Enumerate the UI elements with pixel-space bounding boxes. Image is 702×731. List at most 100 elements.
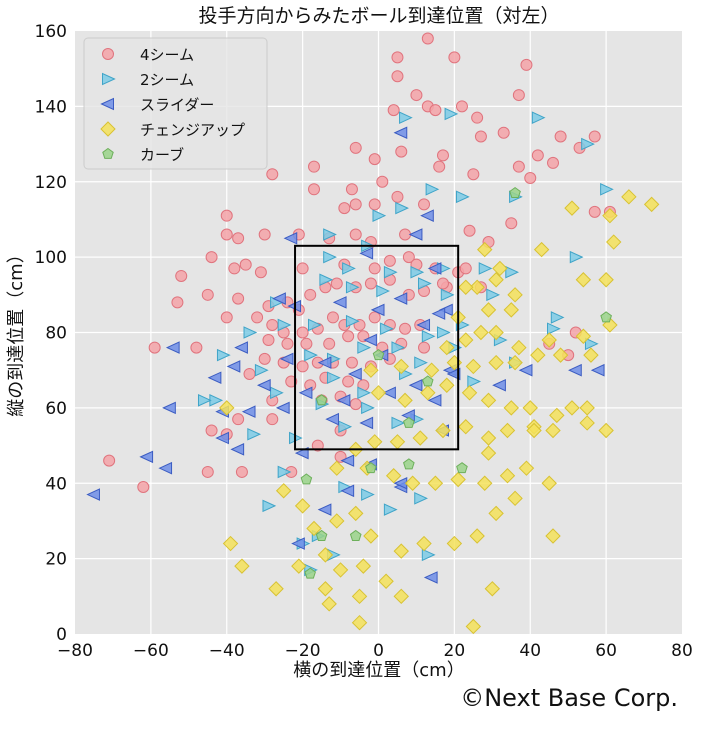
data-point — [410, 89, 423, 102]
data-point — [408, 228, 423, 241]
data-point — [477, 475, 493, 491]
data-point — [416, 318, 431, 332]
data-point — [455, 190, 470, 204]
data-point — [323, 250, 337, 264]
data-point — [435, 422, 451, 439]
data-point — [281, 337, 294, 350]
data-point — [393, 126, 408, 140]
data-point — [304, 288, 317, 301]
data-point — [197, 394, 212, 407]
y-tick-label: 140 — [35, 97, 67, 117]
data-point — [239, 258, 252, 271]
data-point — [414, 492, 428, 505]
data-point — [456, 462, 468, 474]
data-point — [315, 394, 328, 406]
data-point — [372, 209, 387, 222]
data-point — [446, 535, 463, 552]
legend-label: カーブ — [140, 146, 184, 164]
data-point — [575, 272, 592, 288]
series-4 — [219, 189, 660, 635]
data-point — [564, 200, 580, 216]
data-point — [480, 392, 497, 409]
legend-label: チェンジアップ — [140, 121, 245, 139]
data-point — [425, 183, 440, 196]
data-point — [531, 111, 546, 124]
data-point — [372, 348, 385, 361]
data-point — [266, 318, 279, 331]
y-axis-label: 縦の到達位置（cm） — [6, 245, 27, 416]
data-point — [420, 209, 434, 222]
legend-label: 4シーム — [140, 46, 194, 64]
data-point — [391, 51, 404, 64]
data-point — [427, 475, 444, 491]
data-point — [469, 528, 485, 544]
data-point — [583, 347, 599, 363]
data-point — [393, 588, 409, 605]
data-point — [345, 183, 358, 196]
data-point — [345, 280, 360, 294]
data-point — [361, 401, 375, 415]
data-point — [243, 367, 256, 380]
data-point — [325, 412, 339, 426]
y-tick-label: 0 — [56, 625, 67, 645]
data-point — [531, 149, 544, 162]
data-point — [486, 288, 501, 302]
data-point — [590, 363, 605, 377]
data-point — [383, 254, 396, 267]
data-point — [357, 341, 372, 354]
data-point — [363, 528, 379, 544]
data-point — [564, 400, 580, 416]
data-point — [497, 126, 510, 139]
data-point — [243, 326, 258, 339]
data-point — [139, 450, 154, 464]
data-point — [232, 292, 245, 305]
data-point — [471, 111, 484, 124]
data-point — [554, 130, 567, 143]
data-point — [241, 405, 256, 418]
data-point — [258, 228, 271, 241]
data-point — [365, 462, 377, 474]
data-point — [232, 232, 245, 245]
data-point — [391, 190, 404, 203]
data-point — [336, 394, 351, 407]
data-point — [368, 311, 381, 324]
data-point — [524, 171, 537, 184]
data-point — [270, 386, 284, 400]
data-point — [201, 465, 214, 478]
data-point — [552, 347, 569, 363]
data-point — [171, 296, 184, 309]
data-point — [547, 322, 561, 336]
data-point — [234, 341, 248, 354]
data-point — [329, 460, 345, 476]
chart-title: 投手方向からみたボール到達位置（対左） — [198, 5, 559, 27]
data-point — [436, 277, 449, 290]
data-point — [330, 277, 343, 290]
data-point — [340, 484, 355, 498]
data-point — [520, 58, 533, 71]
data-point — [368, 262, 381, 275]
data-point — [492, 260, 508, 277]
series-3 — [86, 126, 605, 584]
data-point — [228, 262, 241, 275]
data-point — [526, 422, 542, 439]
data-point — [338, 202, 351, 215]
data-point — [477, 241, 493, 258]
data-point — [530, 347, 546, 363]
data-point — [512, 160, 525, 173]
data-point — [588, 205, 601, 218]
data-point — [383, 265, 398, 279]
data-point — [412, 430, 428, 446]
data-point — [395, 201, 409, 215]
data-point — [216, 348, 231, 362]
legend-marker — [100, 121, 116, 137]
data-point — [550, 311, 565, 324]
x-tick-label: −20 — [285, 641, 321, 661]
data-point — [306, 520, 322, 537]
data-point — [488, 505, 504, 522]
data-point — [376, 175, 389, 188]
data-point — [275, 483, 292, 499]
data-point — [382, 386, 396, 400]
data-point — [342, 330, 355, 343]
data-point — [205, 424, 218, 437]
